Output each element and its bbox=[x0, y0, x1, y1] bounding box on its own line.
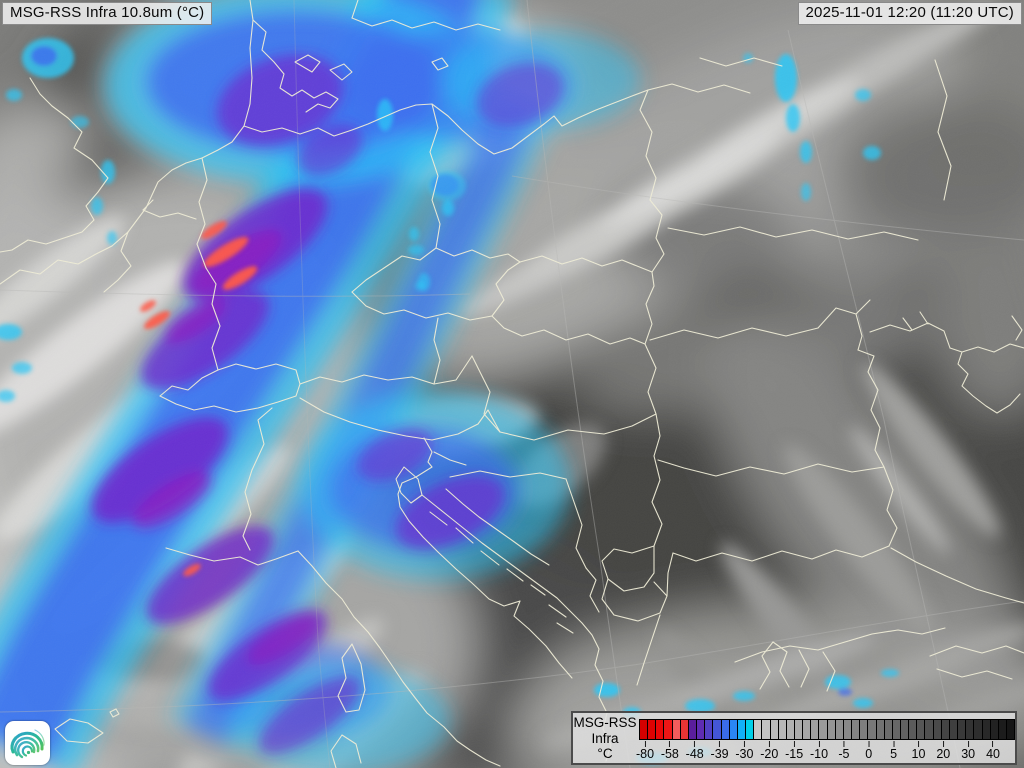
spiral-swirl-logo-icon bbox=[10, 729, 45, 759]
legend-unit-label: °C bbox=[597, 746, 613, 761]
legend-colorbar bbox=[639, 719, 1015, 740]
legend-panel: MSG-RSS Infra °C -80 -58 -48 -39 -30 -20 -15 -1… bbox=[571, 711, 1017, 765]
timestamp-label: 2025-11-01 12:20 (11:20 UTC) bbox=[797, 2, 1022, 25]
legend-product-line2: Infra bbox=[591, 730, 619, 746]
legend-product-line1: MSG-RSS bbox=[573, 715, 637, 730]
legend-product-name: MSG-RSS Infra °C bbox=[573, 715, 637, 762]
legend-ticks: -80 -58 -48 -39 -30 -20 -15 -10 -5 0 5 10 20 30 40 bbox=[636, 741, 1015, 765]
product-label: MSG-RSS Infra 10.8um (°C) bbox=[2, 2, 213, 25]
brand-logo bbox=[5, 721, 50, 765]
